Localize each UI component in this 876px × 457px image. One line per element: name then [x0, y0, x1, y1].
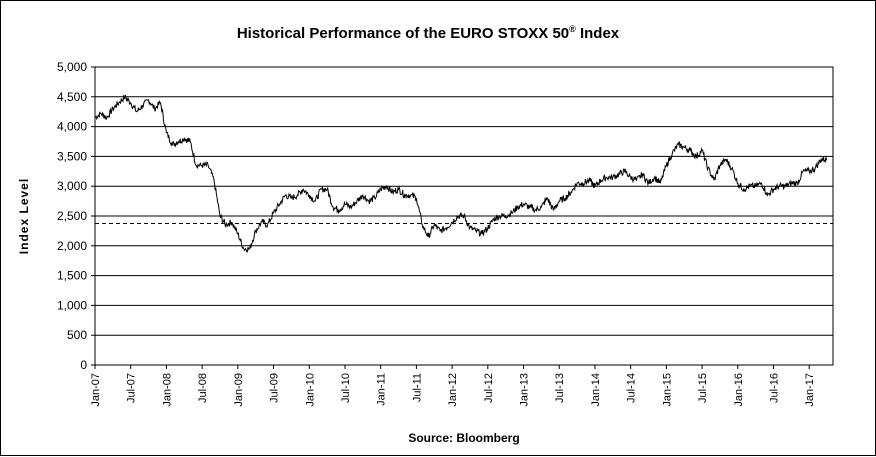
grid-lines [95, 66, 833, 336]
y-tick-label: 1,500 [57, 269, 87, 283]
y-tick-label: 2,500 [57, 209, 87, 223]
y-axis-label: Index Level [17, 178, 31, 254]
x-tick-label: Jul-14 [626, 373, 638, 403]
y-tick-label: 3,500 [57, 149, 87, 163]
x-tick-label: Jul-16 [768, 373, 780, 403]
y-axis-ticks: 0 500 1,000 1,500 2,000 2,500 3,000 3,500 4,000 4… [57, 60, 95, 372]
y-tick-label: 500 [67, 328, 87, 342]
x-tick-label: Jan-12 [447, 373, 459, 407]
x-tick-label: Jan-08 [161, 373, 173, 407]
y-tick-label: 1,000 [57, 298, 87, 312]
x-tick-label: Jul-09 [269, 373, 281, 403]
y-tick-label: 2,000 [57, 239, 87, 253]
x-tick-label: Jul-10 [340, 373, 352, 403]
y-tick-label: 4,500 [57, 90, 87, 104]
x-axis-ticks: Jan-07 Jul-07 Jan-08 Jul-08 Jan-09 Jul-09 Jan-… [90, 365, 816, 407]
x-tick-label: Jul-11 [411, 373, 423, 402]
x-tick-label: Jan-13 [519, 373, 531, 407]
x-tick-label: Jul-13 [554, 373, 566, 403]
x-axis-label: Source: Bloomberg [408, 431, 519, 445]
x-tick-label: Jul-12 [483, 373, 495, 403]
y-tick-label: 5,000 [57, 60, 87, 74]
series-line [94, 94, 828, 253]
x-tick-label: Jul-15 [697, 373, 709, 403]
x-tick-label: Jan-15 [661, 373, 673, 407]
x-tick-label: Jan-16 [733, 373, 745, 407]
y-tick-label: 4,000 [57, 120, 87, 134]
x-tick-label: Jul-08 [197, 373, 209, 403]
x-tick-label: Jan-07 [90, 373, 102, 407]
y-tick-label: 0 [80, 358, 87, 372]
chart-title: Historical Performance of the EURO STOXX… [237, 24, 620, 42]
y-tick-label: 3,000 [57, 179, 87, 193]
x-tick-label: Jul-07 [126, 373, 138, 403]
x-tick-label: Jan-09 [233, 373, 245, 407]
x-tick-label: Jan-17 [804, 373, 816, 407]
plot-area-border [94, 66, 834, 366]
x-tick-label: Jan-10 [304, 373, 316, 407]
x-tick-label: Jan-11 [376, 373, 388, 406]
x-tick-label: Jan-14 [590, 373, 602, 407]
